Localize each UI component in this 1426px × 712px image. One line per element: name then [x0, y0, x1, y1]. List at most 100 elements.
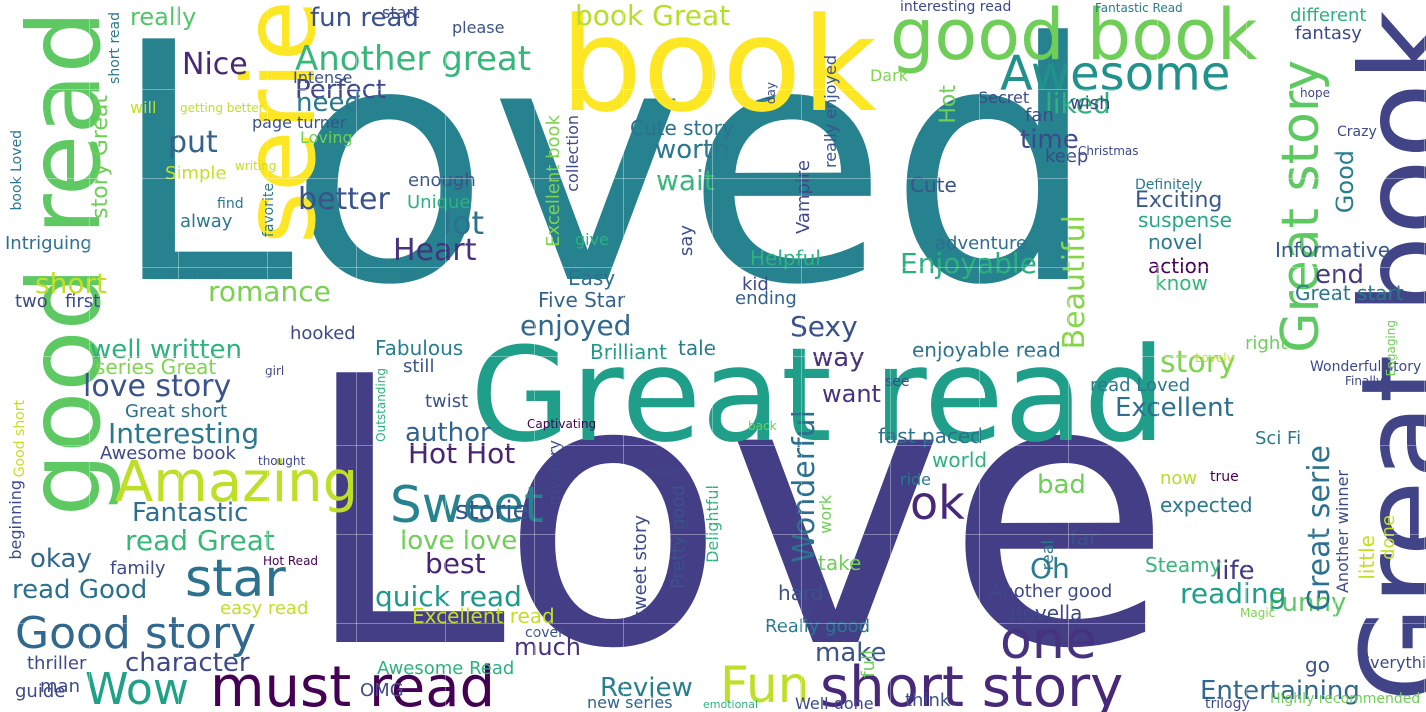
word-first-book: first book: [166, 267, 223, 281]
word-ride: ride: [900, 470, 932, 489]
word-fantastic-read: Fantastic Read: [1095, 1, 1183, 15]
word-better: better: [298, 182, 390, 217]
word-interesting: Interesting: [108, 417, 260, 450]
word-novel: novel: [1148, 230, 1203, 254]
word-definitely: Definitely: [1135, 177, 1203, 193]
word-interesting-read: interesting read: [900, 0, 1012, 15]
word-good-story: Good story: [15, 608, 257, 659]
word-enough: enough: [408, 170, 476, 191]
word-read-loved: read Loved: [1090, 375, 1191, 396]
word-quick-read: quick read: [375, 580, 522, 613]
word-another-great: Another great: [295, 39, 532, 79]
word-say: say: [676, 225, 697, 257]
word-good-book: good book: [890, 0, 1258, 76]
word-wish: wish: [1070, 93, 1111, 114]
word-sci-fi: Sci Fi: [1255, 428, 1302, 449]
word-give: give: [575, 230, 609, 249]
word-lot: lot: [443, 204, 485, 242]
word-thriller: thriller: [27, 653, 87, 674]
word-see: see: [885, 374, 910, 390]
word-twist: twist: [425, 391, 469, 412]
word-guide: guide: [15, 681, 66, 702]
word-love-love: love love: [400, 526, 518, 556]
word-good: Good: [1331, 150, 1359, 214]
word-fantasy: fantasy: [1295, 23, 1362, 44]
word-funny: Funny: [1268, 588, 1347, 618]
word-short-story: short story: [820, 655, 1124, 712]
word-sexy: Sexy: [790, 310, 858, 343]
word-emotional: emotional: [703, 698, 759, 711]
word-great-start: Great start: [1295, 281, 1404, 305]
word-really: really: [130, 3, 197, 31]
word-tale: tale: [678, 336, 716, 360]
word-brilliant: Brilliant: [590, 340, 667, 364]
word-nice: Nice: [182, 47, 248, 82]
word-fun: Fun: [720, 656, 810, 712]
word-hot: Hot: [936, 85, 961, 124]
word-perfect: Perfect: [295, 75, 387, 105]
word-excellent: Excellent: [1115, 393, 1234, 423]
word-lovely: Lovely: [1195, 351, 1234, 365]
word-love: Love: [300, 300, 1173, 712]
word-review: Review: [600, 673, 693, 703]
word-great-read: Great read: [470, 319, 1167, 471]
word-go: go: [1305, 653, 1330, 677]
word-writing: writing: [235, 159, 277, 173]
word-adventure: adventure: [935, 233, 1028, 254]
word-take: take: [818, 551, 862, 575]
word-will: will: [130, 98, 157, 117]
word-enjoyable: Enjoyable: [900, 247, 1037, 280]
word-end: end: [1315, 260, 1364, 290]
word-book-great: book Great: [575, 0, 731, 32]
word-alway: alway: [180, 211, 233, 232]
word-wow: Wow: [85, 664, 189, 712]
word-unique: Unique: [407, 192, 471, 213]
word-one: one: [1000, 611, 1097, 671]
word-dark: Dark: [870, 66, 908, 85]
word-really-good: Really good: [765, 616, 871, 637]
word-easy: Easy: [568, 266, 616, 290]
word-awesome-read: Awesome Read: [377, 658, 515, 679]
word-engaging: Engaging: [1384, 320, 1398, 377]
word-think: think: [905, 690, 951, 711]
word-worth: worth: [655, 135, 730, 165]
word-intriguing: Intriguing: [5, 233, 92, 254]
word-liked: liked: [1045, 87, 1111, 120]
word-please: please: [452, 18, 505, 37]
word-cute-story: Cute story: [630, 116, 734, 140]
word-done: done: [1378, 515, 1399, 560]
word-sweet: Sweet: [390, 476, 544, 534]
word-fantastic: Fantastic: [132, 498, 249, 528]
word-everything: Everything: [1360, 653, 1426, 672]
word-page-turner: page turner: [252, 113, 347, 132]
word-getting-better: getting better: [180, 101, 264, 115]
word-magic: Magic: [1240, 606, 1276, 620]
word-now: now: [1160, 468, 1198, 489]
word-good-read: good read: [6, 10, 123, 517]
word-beautiful: Beautiful: [1057, 215, 1092, 350]
word-entertaining: Entertaining: [1200, 676, 1360, 706]
word-pretty-good: Pretty good: [668, 485, 689, 589]
word-awesome-book: Awesome book: [100, 443, 236, 464]
word-love-story: love story: [83, 369, 232, 404]
word-enjoyable-read: enjoyable read: [912, 338, 1061, 362]
word-storie: storie: [455, 496, 529, 526]
word-star: star: [185, 549, 286, 609]
word-favorite: favorite: [261, 183, 277, 238]
word-real: real: [1038, 540, 1057, 571]
word-great-short: Great short: [125, 401, 228, 422]
word-thought: thought: [258, 454, 306, 468]
word-short: short: [35, 267, 107, 300]
word-wonderful: Wonderful: [787, 410, 822, 564]
word-loved: Loved: [110, 0, 1098, 357]
word-need: need: [296, 88, 361, 118]
word-bad: bad: [1037, 470, 1086, 500]
word-hot-hot: Hot Hot: [408, 437, 516, 470]
word-wonderful-story: Wonderful story: [1310, 359, 1422, 375]
word-enjoyed: enjoyed: [520, 309, 632, 342]
word-cover: cover: [525, 625, 564, 641]
word-omg: OMG: [360, 680, 404, 701]
word-christmas: Christmas: [1078, 144, 1139, 158]
word-keep: keep: [1045, 146, 1089, 167]
word-reading: reading: [1180, 577, 1287, 610]
